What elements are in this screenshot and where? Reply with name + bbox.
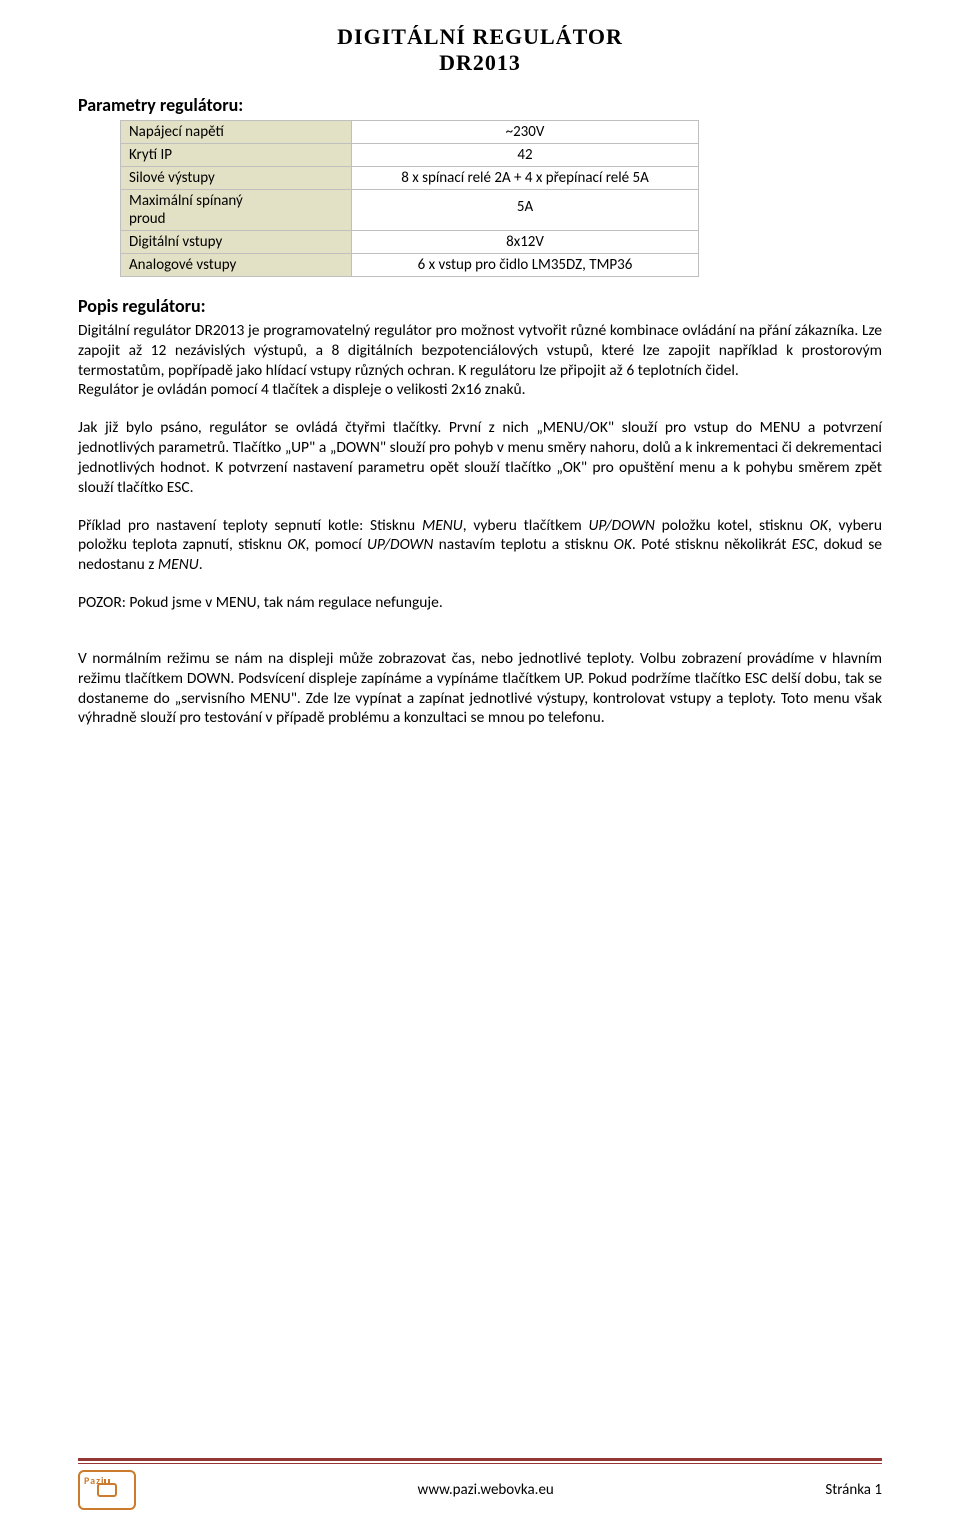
doc-title-line2: DR2013 [78, 50, 882, 76]
param-label: Silové výstupy [121, 167, 352, 190]
body-para-1: Digitální regulátor DR2013 je programova… [78, 321, 882, 380]
params-heading: Parametry regulátoru: [78, 94, 882, 116]
footer-url: www.pazi.webovka.eu [146, 1481, 825, 1499]
param-value: 8 x spínací relé 2A + 4 x přepínací relé… [352, 167, 699, 190]
param-value: 42 [352, 144, 699, 167]
param-value-empty [352, 190, 699, 197]
param-value: 5A [352, 196, 699, 230]
param-value: 6 x vstup pro čidlo LM35DZ, TMP36 [352, 254, 699, 277]
body-para-5: V normálním režimu se nám na displeji mů… [78, 649, 882, 728]
text: . [199, 555, 203, 574]
italic: ESC [792, 535, 815, 554]
param-label: Maximální spínanýproud [121, 190, 352, 231]
italic: OK [810, 516, 828, 535]
text: nastavím teplotu a stisknu [433, 535, 613, 554]
param-label: Krytí IP [121, 144, 352, 167]
text: . Poté stisknu několikrát [632, 535, 792, 554]
param-label: Napájecí napětí [121, 121, 352, 144]
text: položku kotel, stisknu [655, 516, 810, 535]
italic: UP/DOWN [588, 516, 654, 535]
text: , pomocí [306, 535, 367, 554]
body-para-3: Příklad pro nastavení teploty sepnutí ko… [78, 516, 882, 575]
plug-icon [97, 1483, 117, 1497]
footer-page-number: Stránka 1 [825, 1481, 882, 1499]
body-para-1b: Regulátor je ovládán pomocí 4 tlačítek a… [78, 380, 882, 400]
footer-logo: Pazi [78, 1470, 136, 1510]
param-label: Analogové vstupy [121, 254, 352, 277]
param-table: Napájecí napětí ~230V Krytí IP 42 Silové… [120, 120, 699, 277]
body-para-2: Jak již bylo psáno, regulátor se ovládá … [78, 418, 882, 497]
italic: UP/DOWN [367, 535, 433, 554]
body-para-4: POZOR: Pokud jsme v MENU, tak nám regula… [78, 593, 882, 613]
doc-title-line1: DIGITÁLNÍ REGULÁTOR [78, 24, 882, 50]
popis-heading: Popis regulátoru: [78, 295, 882, 317]
text: Příklad pro nastavení teploty sepnutí ko… [78, 516, 422, 535]
text: , vyberu tlačítkem [463, 516, 589, 535]
italic: MENU [422, 516, 463, 535]
param-value: 8x12V [352, 231, 699, 254]
italic: OK [614, 535, 632, 554]
italic: MENU [158, 555, 199, 574]
param-value: ~230V [352, 121, 699, 144]
italic: OK [287, 535, 305, 554]
footer-rule-top [78, 1458, 882, 1461]
footer: Pazi www.pazi.webovka.eu Stránka 1 [78, 1458, 882, 1510]
param-label: Digitální vstupy [121, 231, 352, 254]
footer-rule-bottom [78, 1463, 882, 1464]
